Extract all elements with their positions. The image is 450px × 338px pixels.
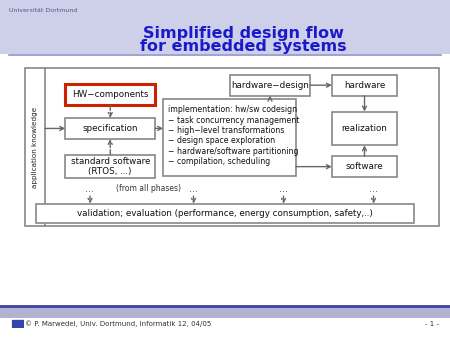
Text: ...: ... xyxy=(279,184,288,194)
Text: HW−components: HW−components xyxy=(72,90,148,99)
FancyBboxPatch shape xyxy=(65,84,155,105)
Text: Universität Dortmund: Universität Dortmund xyxy=(9,8,77,14)
Text: standard software
(RTOS, ...): standard software (RTOS, ...) xyxy=(71,157,150,176)
Text: for embedded systems: for embedded systems xyxy=(140,39,346,54)
Text: application knowledge: application knowledge xyxy=(32,106,38,188)
Text: Simplified design flow: Simplified design flow xyxy=(143,26,343,41)
FancyBboxPatch shape xyxy=(0,0,450,54)
FancyBboxPatch shape xyxy=(332,112,397,145)
FancyBboxPatch shape xyxy=(163,99,296,176)
Text: realization: realization xyxy=(342,124,387,133)
Text: ...: ... xyxy=(369,184,378,194)
Text: hardware: hardware xyxy=(344,81,385,90)
FancyBboxPatch shape xyxy=(65,155,155,178)
Text: ...: ... xyxy=(86,184,94,194)
FancyBboxPatch shape xyxy=(230,75,310,96)
Text: software: software xyxy=(346,162,383,171)
Text: implementation: hw/sw codesign
− task concurrency management
− high−level transf: implementation: hw/sw codesign − task co… xyxy=(168,105,299,166)
FancyBboxPatch shape xyxy=(65,118,155,139)
Text: validation; evaluation (performance, energy consumption, safety,..): validation; evaluation (performance, ene… xyxy=(77,209,373,218)
FancyBboxPatch shape xyxy=(332,75,397,96)
Text: specification: specification xyxy=(82,124,138,133)
Text: ...: ... xyxy=(189,184,198,194)
Text: hardware−design: hardware−design xyxy=(231,81,309,90)
FancyBboxPatch shape xyxy=(0,306,450,318)
Text: ██: ██ xyxy=(11,319,24,328)
FancyBboxPatch shape xyxy=(332,156,397,177)
Text: © P. Marwedel, Univ. Dortmund, Informatik 12, 04/05: © P. Marwedel, Univ. Dortmund, Informati… xyxy=(25,320,211,327)
Text: (from all phases): (from all phases) xyxy=(116,184,181,193)
Text: - 1 -: - 1 - xyxy=(425,321,439,327)
FancyBboxPatch shape xyxy=(36,204,414,223)
